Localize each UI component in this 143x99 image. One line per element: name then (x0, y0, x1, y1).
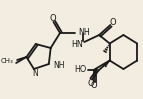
Text: HN: HN (72, 40, 83, 49)
Text: O: O (110, 18, 116, 27)
Text: NH: NH (53, 61, 65, 70)
Text: HO: HO (74, 65, 86, 73)
Text: N: N (32, 69, 38, 78)
Text: CH₃: CH₃ (1, 58, 13, 64)
Text: O: O (49, 14, 56, 23)
Text: O: O (88, 79, 94, 88)
Text: O: O (90, 81, 97, 90)
Text: NH: NH (79, 28, 90, 37)
